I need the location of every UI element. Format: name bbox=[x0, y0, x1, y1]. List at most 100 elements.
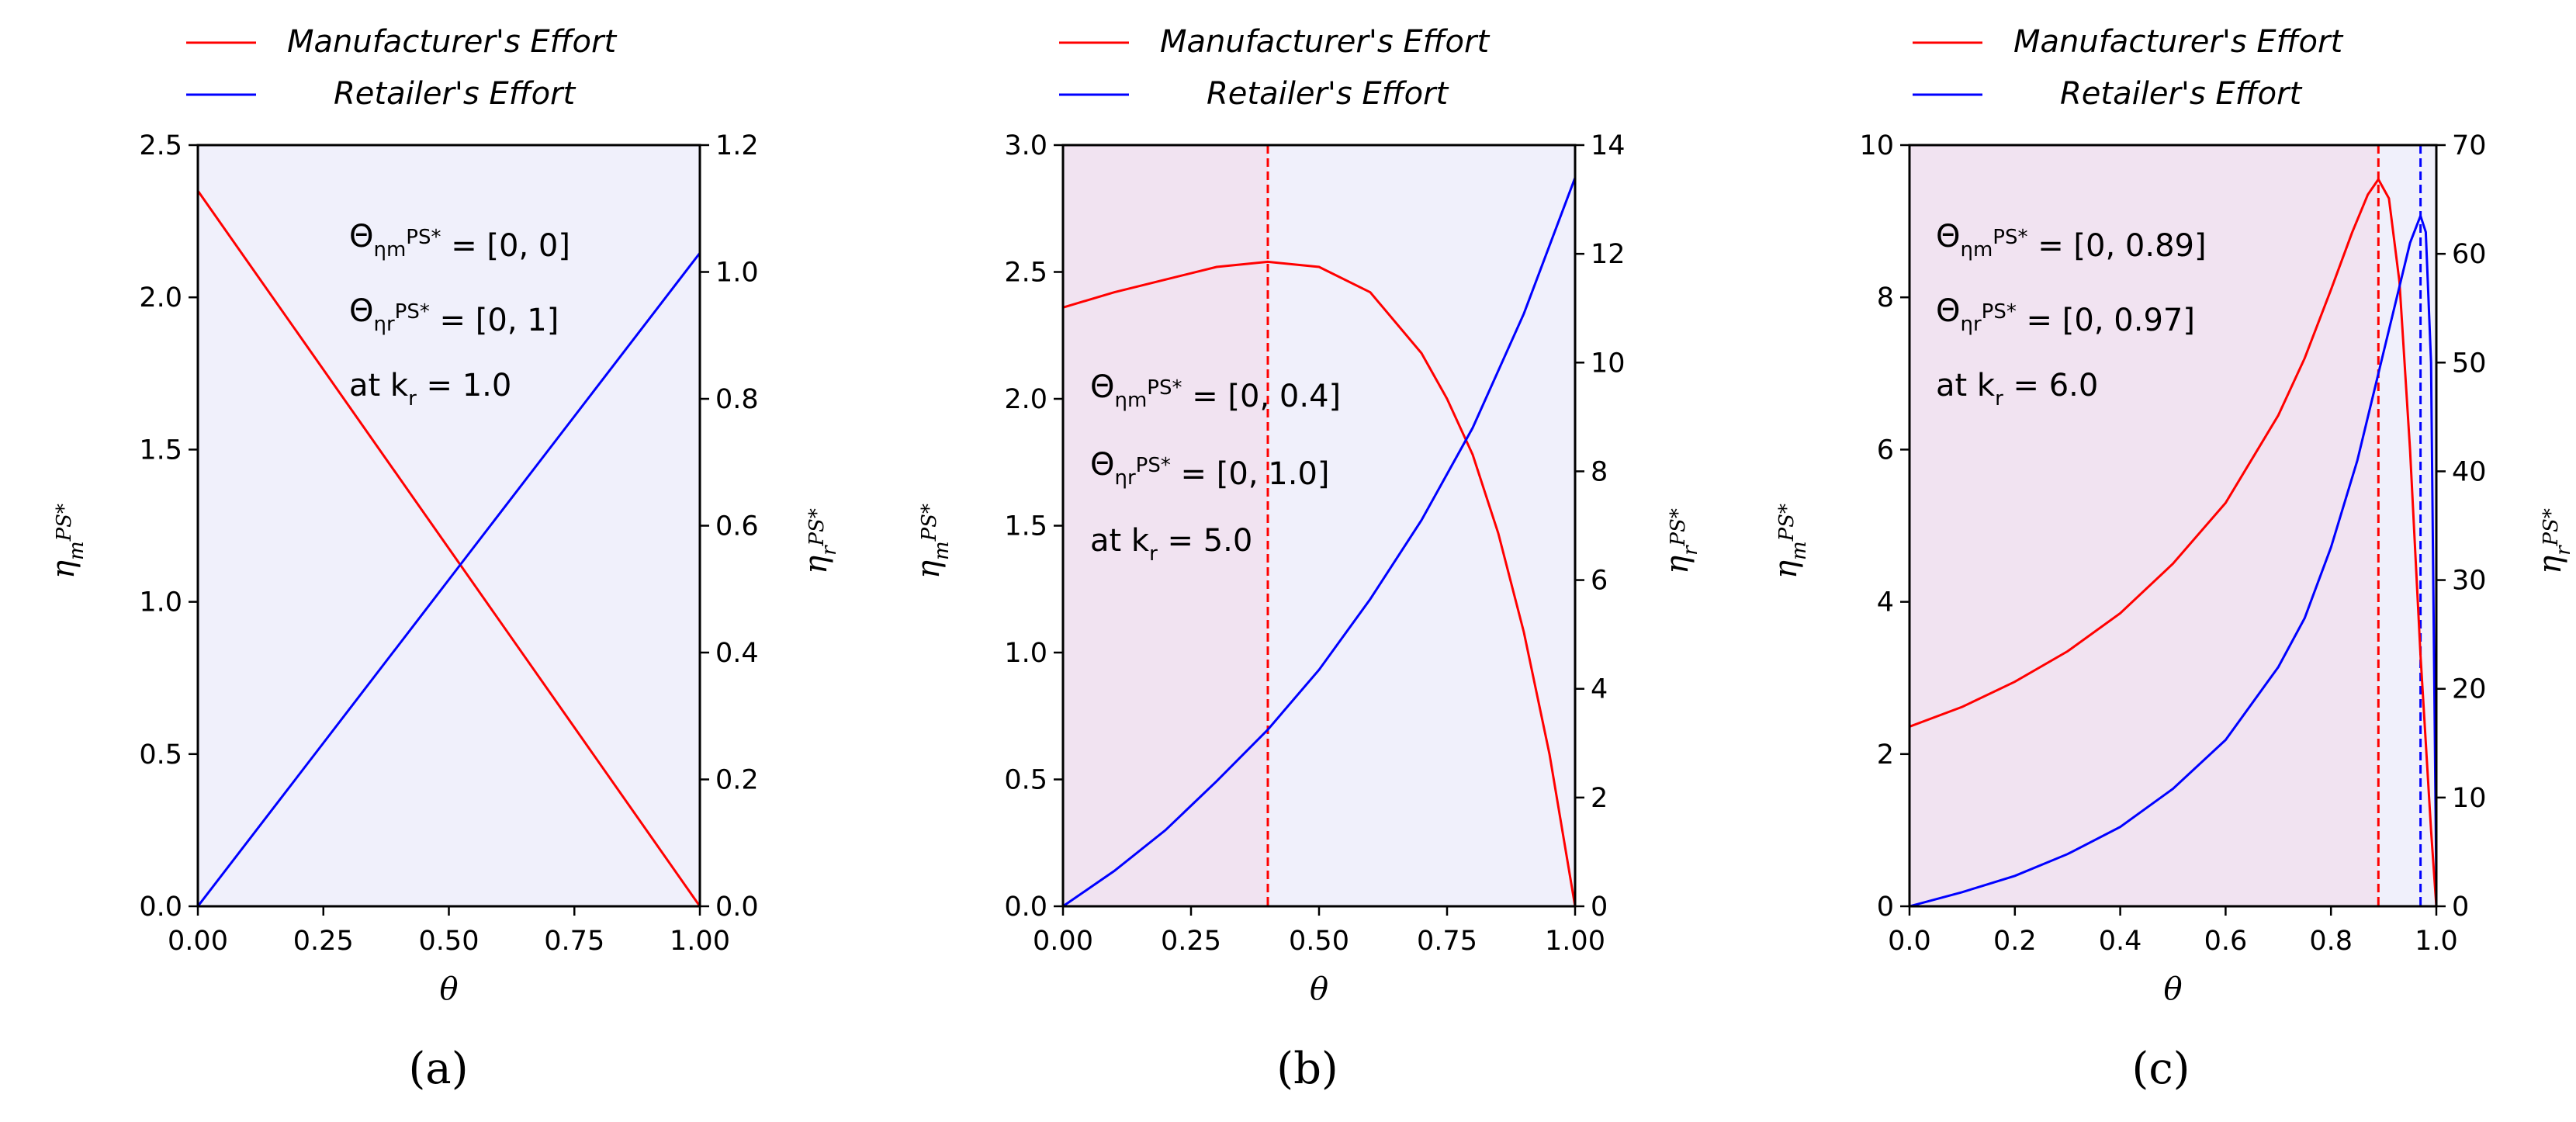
y-right-tick-label: 30 bbox=[2452, 566, 2487, 597]
x-tick-label: 0.50 bbox=[1289, 926, 1349, 957]
series-line-retailer bbox=[1909, 212, 2436, 906]
y-right-tick-label: 0.4 bbox=[715, 638, 759, 669]
y-left-tick-label: 2.5 bbox=[139, 130, 182, 161]
panel-label: (a) bbox=[408, 1044, 468, 1094]
y-left-tick-label: 2.0 bbox=[139, 282, 182, 313]
annotation-3: at kr = 6.0 bbox=[1936, 368, 2098, 410]
legend: Manufacturer's Effort Retailer's Effort bbox=[186, 24, 617, 112]
y-left-axis-label: ηmPS* bbox=[1768, 504, 1811, 579]
legend-label: Retailer's Effort bbox=[1207, 76, 1449, 112]
x-tick-label: 1.00 bbox=[670, 926, 730, 957]
legend-label: Manufacturer's Effort bbox=[2013, 24, 2343, 60]
x-axis-label: θ bbox=[439, 971, 458, 1007]
y-left-tick-label: 8 bbox=[1877, 282, 1894, 313]
annotation-3: at kr = 1.0 bbox=[349, 368, 511, 410]
annotation-3: at kr = 5.0 bbox=[1090, 523, 1252, 566]
y-right-tick-label: 50 bbox=[2452, 348, 2487, 379]
x-tick-label: 0.8 bbox=[2309, 926, 2353, 957]
x-tick-label: 1.00 bbox=[1545, 926, 1605, 957]
y-right-tick-label: 40 bbox=[2452, 456, 2487, 487]
x-tick-label: 0.0 bbox=[1888, 926, 1931, 957]
annotation-1: ΘηmPS* = [0, 0] bbox=[349, 219, 570, 264]
y-left-tick-label: 0.5 bbox=[139, 739, 182, 771]
x-tick-label: 0.75 bbox=[1417, 926, 1477, 957]
x-tick-label: 0.4 bbox=[2099, 926, 2142, 957]
y-right-tick-label: 0.8 bbox=[715, 384, 759, 415]
panel-label: (b) bbox=[1276, 1044, 1338, 1094]
y-right-tick-label: 70 bbox=[2452, 130, 2487, 161]
y-left-axis-label: ηmPS* bbox=[46, 504, 88, 579]
series-line-manufacturer bbox=[1909, 177, 2436, 906]
x-tick-label: 0.75 bbox=[544, 926, 604, 957]
y-left-tick-label: 0.0 bbox=[1004, 892, 1047, 923]
y-right-tick-label: 0.2 bbox=[715, 765, 759, 796]
y-right-tick-label: 2 bbox=[1591, 783, 1608, 814]
y-right-tick-label: 6 bbox=[1591, 566, 1608, 597]
chart-panel-1: 0.00 0.25 0.50 0.75 1.000.00.51.01.52.02.50.… bbox=[46, 24, 841, 1094]
x-tick-label: 0.50 bbox=[419, 926, 480, 957]
legend: Manufacturer's Effort Retailer's Effort bbox=[1913, 24, 2343, 112]
y-left-tick-label: 1.5 bbox=[1004, 511, 1047, 542]
y-right-tick-label: 8 bbox=[1591, 456, 1608, 487]
y-left-tick-label: 1.0 bbox=[139, 587, 182, 618]
x-tick-label: 0.25 bbox=[293, 926, 354, 957]
legend-label: Manufacturer's Effort bbox=[287, 24, 617, 60]
y-right-axis-label: ηrPS* bbox=[798, 508, 841, 574]
y-left-tick-label: 3.0 bbox=[1004, 130, 1047, 161]
y-right-tick-label: 14 bbox=[1591, 130, 1626, 161]
legend-label: Manufacturer's Effort bbox=[1160, 24, 1490, 60]
x-tick-label: 0.6 bbox=[2204, 926, 2248, 957]
y-left-tick-label: 0.5 bbox=[1004, 765, 1047, 796]
panel-label: (c) bbox=[2131, 1044, 2190, 1094]
chart-panel-2: 0.00 0.25 0.50 0.75 1.00 0.0 0.5 1.0 1.5 2.0 2.5 3.… bbox=[911, 24, 1702, 1094]
y-left-tick-label: 0.0 bbox=[139, 892, 182, 923]
legend-label: Retailer's Effort bbox=[334, 76, 576, 112]
y-right-tick-label: 0.6 bbox=[715, 511, 759, 542]
x-axis-label: θ bbox=[1310, 971, 1328, 1007]
y-right-tick-label: 10 bbox=[1591, 348, 1626, 379]
y-right-tick-label: 0.0 bbox=[715, 892, 759, 923]
x-tick-label: 0.25 bbox=[1161, 926, 1221, 957]
y-left-tick-label: 1.5 bbox=[139, 435, 182, 466]
y-right-axis-label: ηrPS* bbox=[1660, 508, 1702, 574]
annotation-2: ΘηrPS* = [0, 1] bbox=[349, 293, 559, 338]
y-right-tick-label: 4 bbox=[1591, 674, 1608, 705]
shaded-region bbox=[1909, 145, 2379, 906]
y-right-tick-label: 0 bbox=[2452, 892, 2469, 923]
x-tick-label: 1.0 bbox=[2415, 926, 2458, 957]
series-line-retailer bbox=[1063, 177, 1575, 906]
plot-background bbox=[198, 145, 700, 906]
y-right-tick-label: 12 bbox=[1591, 239, 1626, 270]
chart-panel-3: 0.0 0.2 0.4 0.6 0.8 1.00246810010203040506070… bbox=[1768, 24, 2575, 1094]
y-right-tick-label: 1.0 bbox=[715, 258, 759, 289]
annotation-2: ΘηrPS* = [0, 1.0] bbox=[1090, 447, 1330, 492]
legend: Manufacturer's Effort Retailer's Effort bbox=[1059, 24, 1490, 112]
shaded-region bbox=[1063, 145, 1268, 906]
y-left-tick-label: 0 bbox=[1877, 892, 1894, 923]
y-right-tick-label: 0 bbox=[1591, 892, 1608, 923]
annotation-2: ΘηrPS* = [0, 0.97] bbox=[1936, 293, 2195, 338]
series-line-retailer bbox=[198, 252, 700, 906]
series-line-manufacturer bbox=[198, 190, 700, 906]
x-tick-label: 0.00 bbox=[168, 926, 228, 957]
x-tick-label: 0.2 bbox=[1993, 926, 2037, 957]
y-left-tick-label: 2.0 bbox=[1004, 384, 1047, 415]
y-right-tick-label: 60 bbox=[2452, 239, 2487, 270]
x-tick-label: 0.00 bbox=[1033, 926, 1093, 957]
y-left-tick-label: 2 bbox=[1877, 739, 1894, 771]
plot-frame bbox=[1908, 144, 2438, 908]
y-left-tick-label: 2.5 bbox=[1004, 258, 1047, 289]
y-right-tick-label: 1.2 bbox=[715, 130, 759, 161]
y-left-tick-label: 10 bbox=[1859, 130, 1894, 161]
annotation-1: ΘηmPS* = [0, 0.4] bbox=[1090, 369, 1341, 414]
annotation-1: ΘηmPS* = [0, 0.89] bbox=[1936, 219, 2207, 264]
y-right-tick-label: 20 bbox=[2452, 674, 2487, 705]
y-right-tick-label: 10 bbox=[2452, 783, 2487, 814]
y-left-tick-label: 6 bbox=[1877, 435, 1894, 466]
x-axis-label: θ bbox=[2163, 971, 2182, 1007]
series-line-manufacturer bbox=[1063, 260, 1575, 906]
y-left-axis-label: ηmPS* bbox=[911, 504, 954, 579]
y-left-tick-label: 1.0 bbox=[1004, 638, 1047, 669]
legend-label: Retailer's Effort bbox=[2060, 76, 2302, 112]
